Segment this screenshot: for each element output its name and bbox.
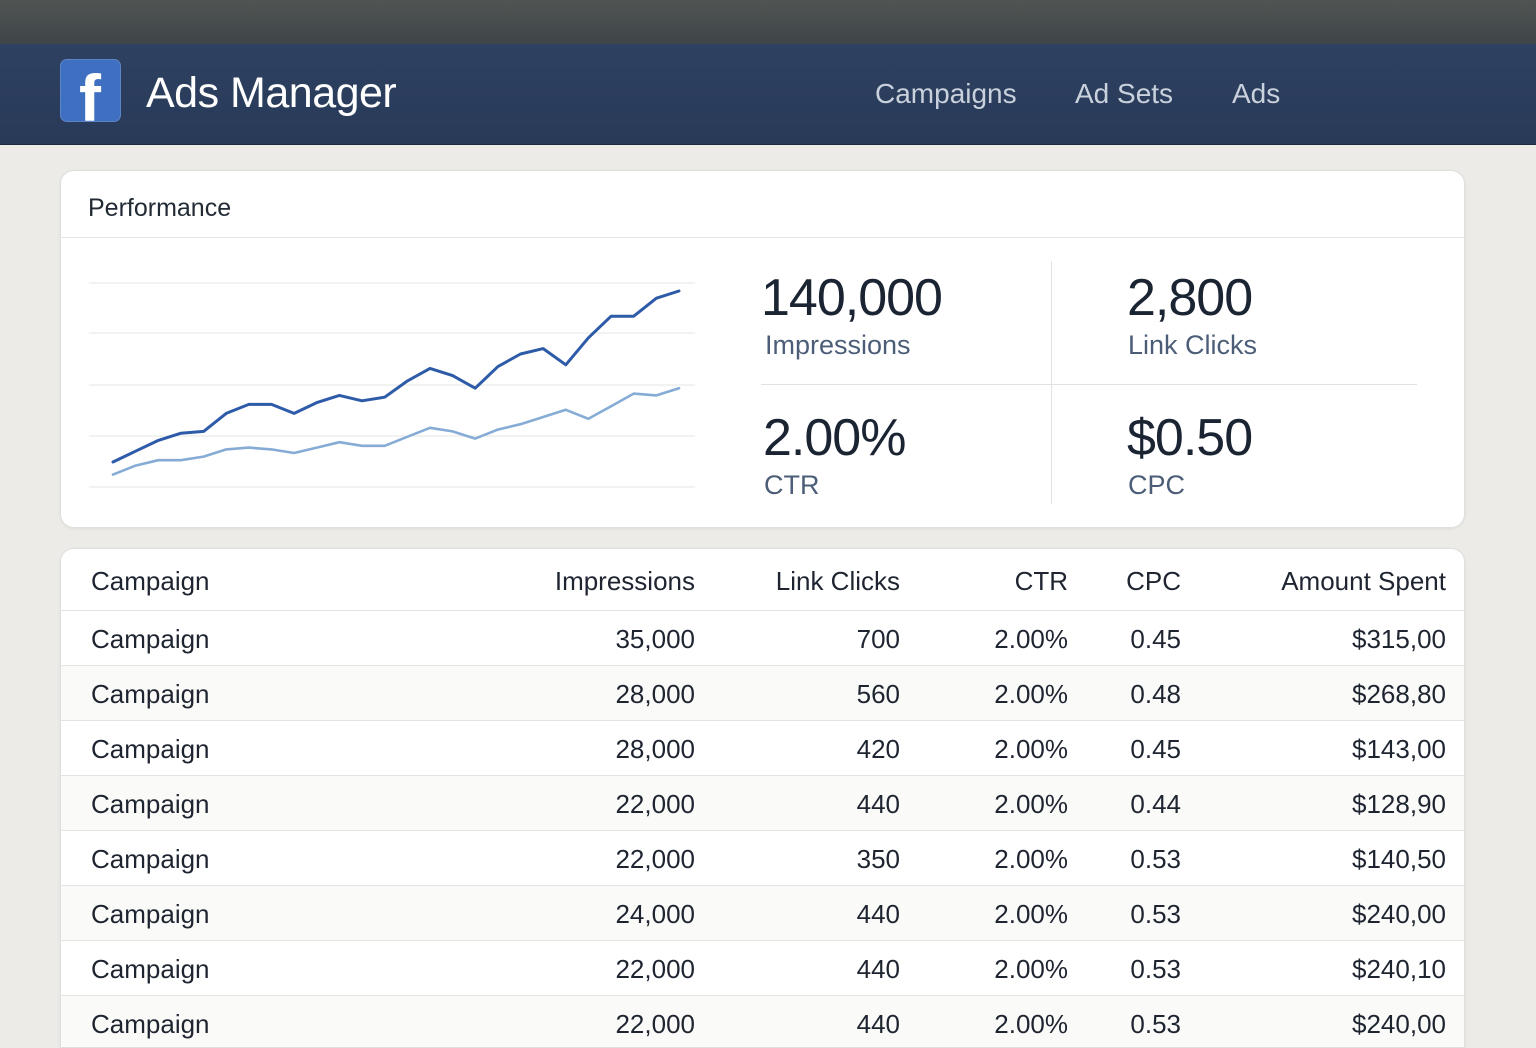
- ctr-cell: 2.00%: [994, 954, 1068, 984]
- ctr-label: CTR: [764, 470, 820, 500]
- impressions-cell: 35,000: [615, 624, 695, 654]
- link-clicks-label: Link Clicks: [1128, 330, 1258, 360]
- campaign-table: Campaign Impressions Link Clicks CTR CPC…: [60, 548, 1465, 1048]
- performance-divider: [61, 237, 1466, 238]
- campaign-name-cell[interactable]: Campaign: [91, 899, 210, 929]
- impressions-cell: 28,000: [615, 734, 695, 764]
- app-header: f Ads Manager Campaigns Ad Sets Ads: [0, 44, 1536, 145]
- cpc-label: CPC: [1128, 470, 1186, 500]
- impressions-cell: 22,000: [615, 789, 695, 819]
- amount-spent-cell: $240,00: [1352, 1009, 1446, 1039]
- performance-chart: [89, 282, 695, 488]
- column-header-cpc[interactable]: CPC: [1126, 566, 1181, 596]
- nav-campaigns[interactable]: Campaigns: [875, 78, 1017, 109]
- amount-spent-cell: $240,00: [1352, 899, 1446, 929]
- table-row[interactable]: Campaign 28,000 420 2.00% 0.45 $143,00: [61, 721, 1464, 776]
- nav-ad-sets[interactable]: Ad Sets: [1075, 78, 1174, 109]
- impressions-value: 140,000: [761, 269, 943, 327]
- cpc-cell: 0.53: [1130, 899, 1181, 929]
- series-line-2: [111, 386, 681, 476]
- amount-spent-cell: $268,80: [1352, 679, 1446, 709]
- ctr-cell: 2.00%: [994, 734, 1068, 764]
- campaign-name-cell[interactable]: Campaign: [91, 844, 210, 874]
- table-row[interactable]: Campaign 22,000 440 2.00% 0.53 $240,00: [61, 996, 1464, 1047]
- top-bezel: [0, 0, 1536, 44]
- facebook-logo-icon[interactable]: f: [60, 59, 121, 122]
- amount-spent-cell: $143,00: [1352, 734, 1446, 764]
- cpc-cell: 0.45: [1130, 734, 1181, 764]
- campaign-name-cell[interactable]: Campaign: [91, 789, 210, 819]
- ctr-value: 2.00%: [763, 409, 906, 467]
- impressions-cell: 22,000: [615, 844, 695, 874]
- link-clicks-value: 2,800: [1127, 269, 1253, 327]
- campaign-name-cell[interactable]: Campaign: [91, 624, 210, 654]
- campaign-name-cell[interactable]: Campaign: [91, 954, 210, 984]
- impressions-cell: 22,000: [615, 954, 695, 984]
- cpc-cell: 0.48: [1130, 679, 1181, 709]
- table-row[interactable]: Campaign 22,000 440 2.00% 0.44 $128,90: [61, 776, 1464, 831]
- metrics-vertical-divider: [1051, 261, 1052, 504]
- link-clicks-cell: 440: [856, 899, 900, 929]
- table-row[interactable]: Campaign 35,000 700 2.00% 0.45 $315,00: [61, 611, 1464, 666]
- table-row[interactable]: Campaign 24,000 440 2.00% 0.53 $240,00: [61, 886, 1464, 941]
- link-clicks-cell: 350: [856, 844, 900, 874]
- ctr-cell: 2.00%: [994, 844, 1068, 874]
- series-line-1: [111, 289, 681, 464]
- ctr-cell: 2.00%: [994, 624, 1068, 654]
- impressions-cell: 24,000: [615, 899, 695, 929]
- amount-spent-cell: $240,10: [1352, 954, 1446, 984]
- ctr-cell: 2.00%: [994, 899, 1068, 929]
- column-header-link-clicks[interactable]: Link Clicks: [775, 566, 900, 596]
- cpc-cell: 0.53: [1130, 844, 1181, 874]
- link-clicks-cell: 560: [856, 679, 900, 709]
- link-clicks-cell: 700: [856, 624, 900, 654]
- campaign-name-cell[interactable]: Campaign: [91, 679, 210, 709]
- metrics-horizontal-divider: [761, 384, 1417, 385]
- table-header-row: Campaign Impressions Link Clicks CTR CPC…: [61, 549, 1464, 611]
- app-title: Ads Manager: [146, 69, 397, 117]
- column-header-ctr[interactable]: CTR: [1014, 566, 1068, 596]
- cpc-cell: 0.53: [1130, 954, 1181, 984]
- amount-spent-cell: $315,00: [1352, 624, 1446, 654]
- link-clicks-cell: 440: [856, 789, 900, 819]
- table-row[interactable]: Campaign 22,000 440 2.00% 0.53 $240,10: [61, 941, 1464, 996]
- impressions-label: Impressions: [765, 330, 911, 360]
- ctr-cell: 2.00%: [994, 1009, 1068, 1039]
- ctr-cell: 2.00%: [994, 789, 1068, 819]
- ctr-cell: 2.00%: [994, 679, 1068, 709]
- column-header-impressions[interactable]: Impressions: [554, 566, 695, 596]
- performance-title: Performance: [88, 194, 232, 222]
- table-row[interactable]: Campaign 22,000 350 2.00% 0.53 $140,50: [61, 831, 1464, 886]
- campaign-name-cell[interactable]: Campaign: [91, 1009, 210, 1039]
- impressions-cell: 28,000: [615, 679, 695, 709]
- logo-letter: f: [79, 61, 101, 122]
- impressions-cell: 22,000: [615, 1009, 695, 1039]
- link-clicks-cell: 440: [856, 1009, 900, 1039]
- cpc-cell: 0.44: [1130, 789, 1181, 819]
- link-clicks-cell: 440: [856, 954, 900, 984]
- link-clicks-cell: 420: [856, 734, 900, 764]
- table-row[interactable]: Campaign 28,000 560 2.00% 0.48 $268,80: [61, 666, 1464, 721]
- column-header-campaign[interactable]: Campaign: [91, 566, 210, 596]
- cpc-value: $0.50: [1127, 409, 1253, 467]
- cpc-cell: 0.53: [1130, 1009, 1181, 1039]
- amount-spent-cell: $128,90: [1352, 789, 1446, 819]
- column-header-amount-spent[interactable]: Amount Spent: [1281, 566, 1446, 596]
- cpc-cell: 0.45: [1130, 624, 1181, 654]
- campaign-name-cell[interactable]: Campaign: [91, 734, 210, 764]
- performance-card: Performance 140,000 Impressions 2,800 Li…: [60, 170, 1466, 528]
- nav-ads[interactable]: Ads: [1232, 78, 1281, 109]
- amount-spent-cell: $140,50: [1352, 844, 1446, 874]
